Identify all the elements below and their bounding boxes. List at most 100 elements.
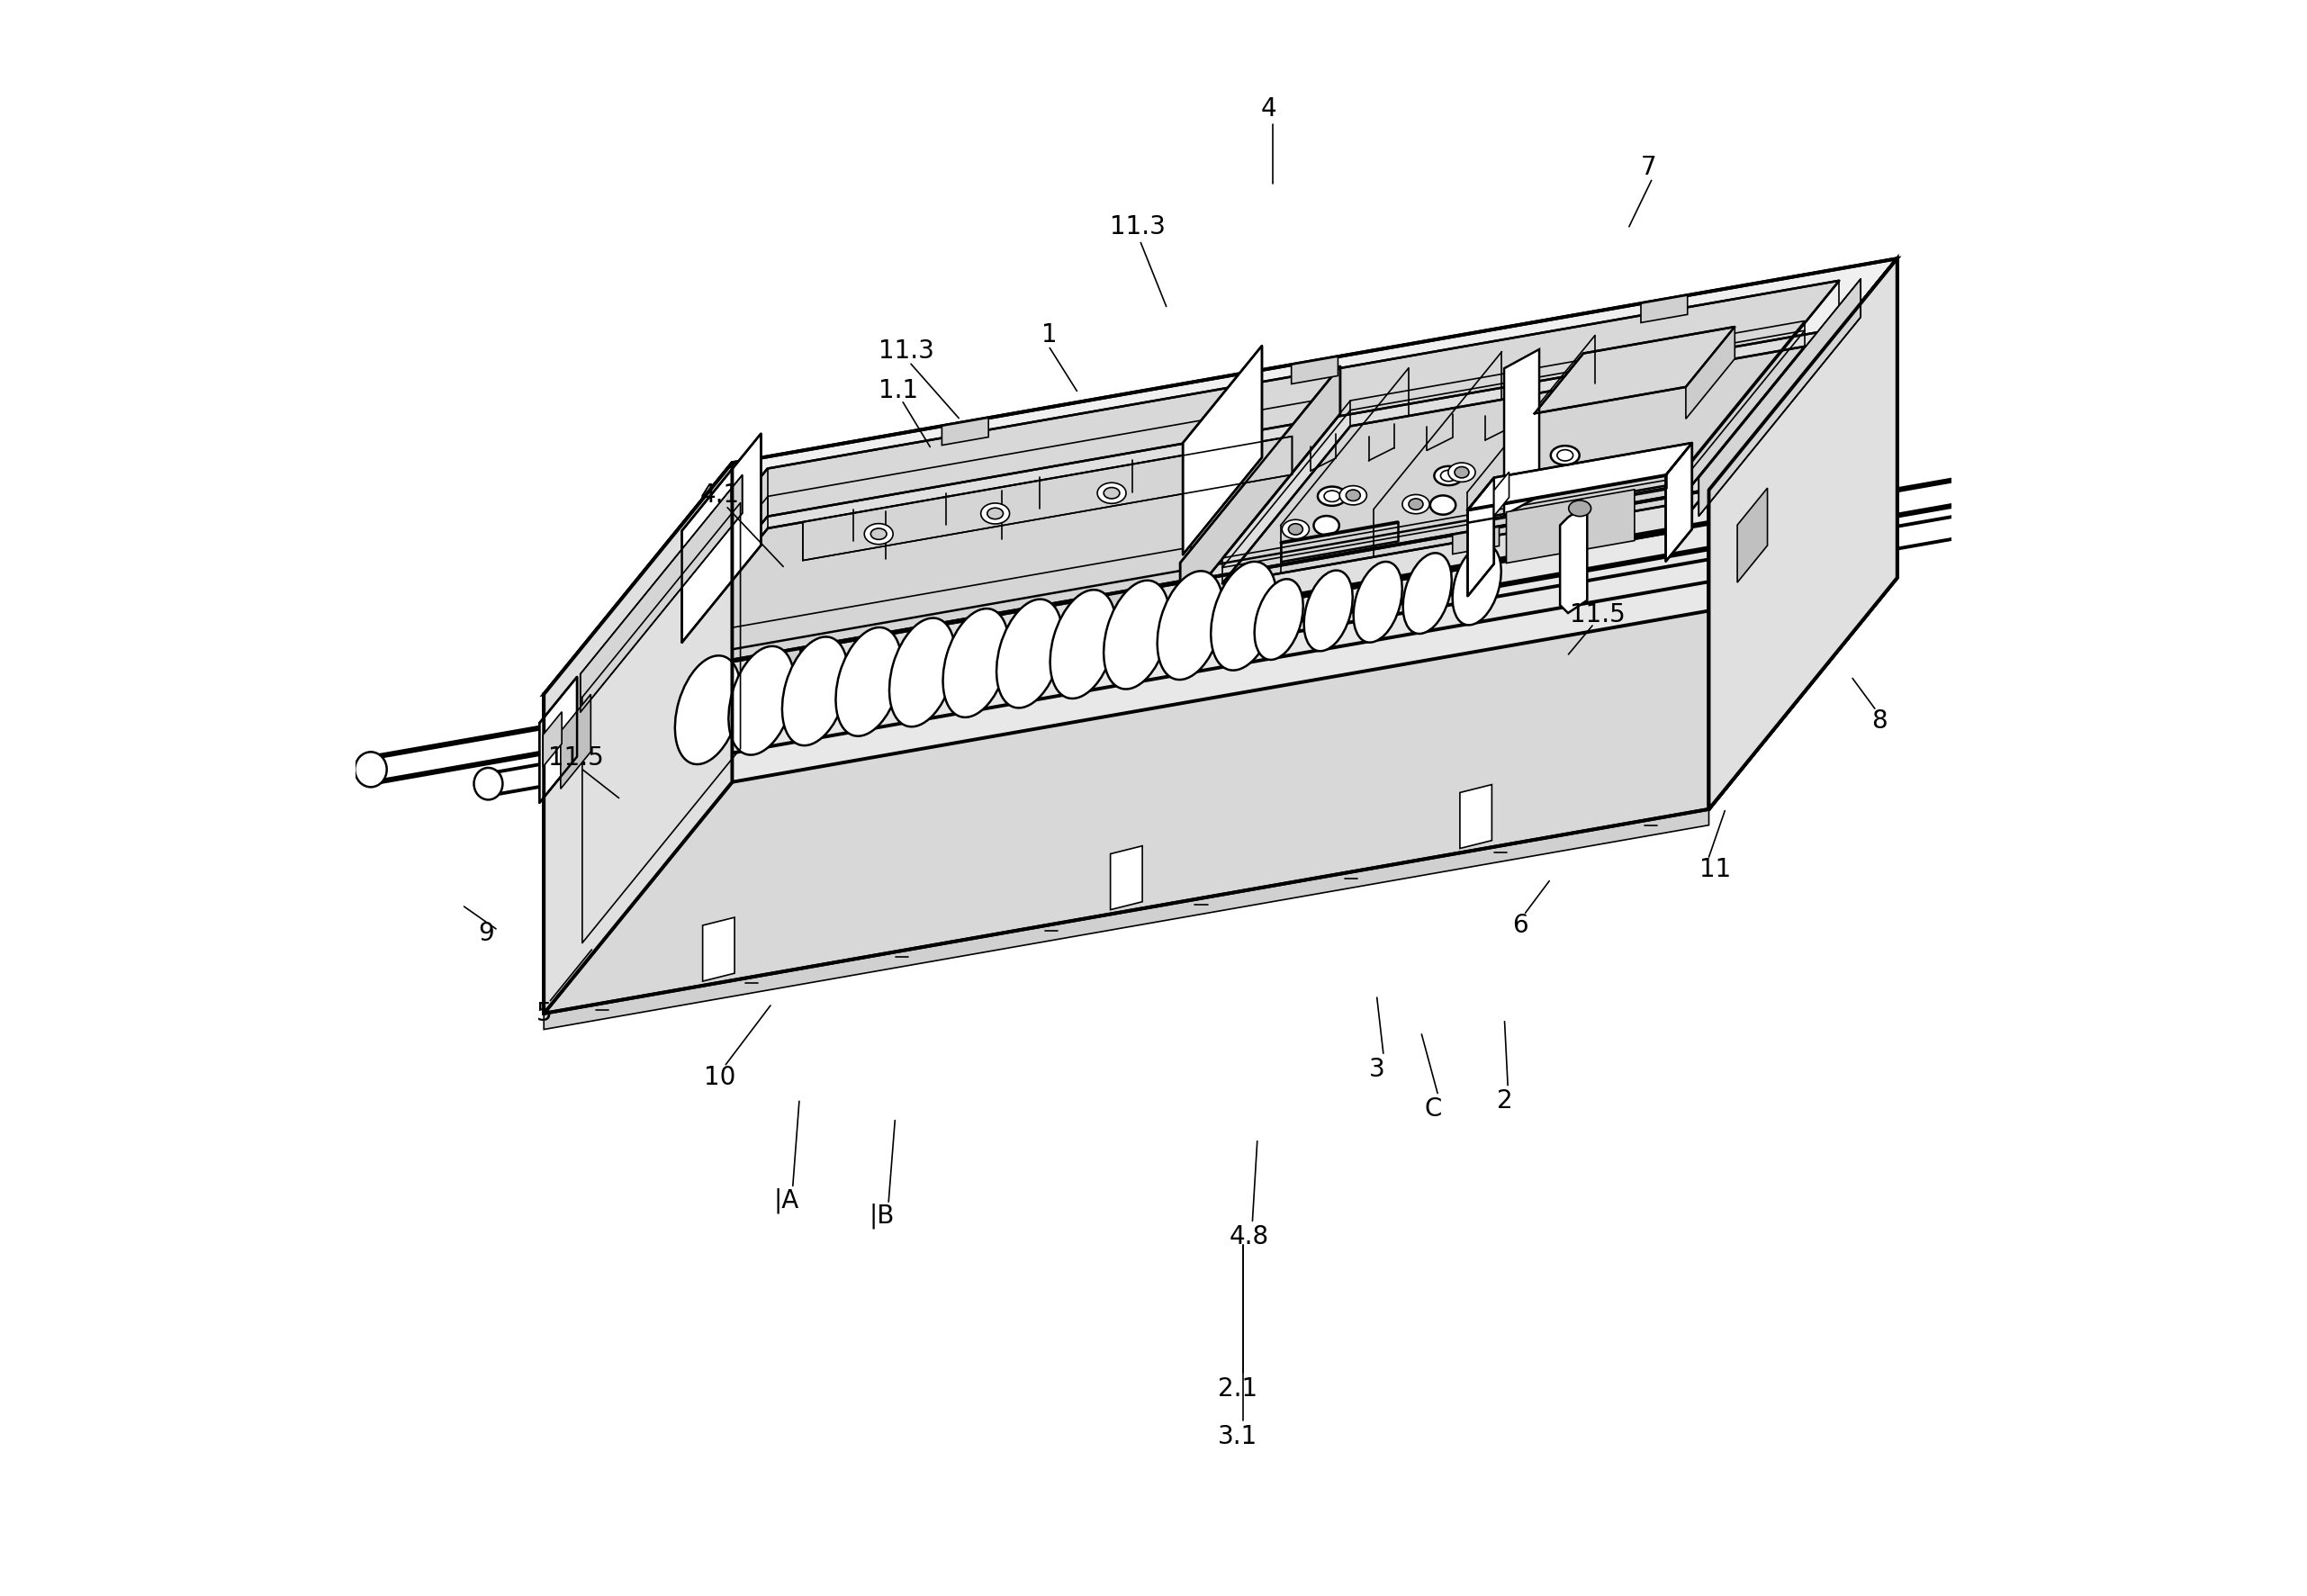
Text: 1: 1 <box>1043 322 1057 348</box>
Polygon shape <box>1666 444 1691 562</box>
Polygon shape <box>1467 477 1495 597</box>
Text: 3: 3 <box>1368 1057 1384 1082</box>
Text: 2.1: 2.1 <box>1218 1376 1257 1401</box>
Ellipse shape <box>1430 495 1456 514</box>
Polygon shape <box>602 329 1839 720</box>
Polygon shape <box>1453 527 1500 554</box>
Ellipse shape <box>1456 466 1470 477</box>
Ellipse shape <box>1050 591 1117 699</box>
Polygon shape <box>1560 504 1587 613</box>
Polygon shape <box>1110 846 1142 910</box>
Text: 11.3: 11.3 <box>879 338 934 364</box>
Text: 4.8: 4.8 <box>1230 1224 1269 1250</box>
Ellipse shape <box>888 618 955 726</box>
Polygon shape <box>544 490 1709 1013</box>
Polygon shape <box>602 281 1839 672</box>
Text: 3.1: 3.1 <box>1218 1424 1257 1449</box>
Polygon shape <box>1737 488 1767 583</box>
Polygon shape <box>1506 490 1633 563</box>
Polygon shape <box>1223 346 1804 584</box>
Polygon shape <box>581 476 743 712</box>
Polygon shape <box>1504 350 1539 516</box>
Ellipse shape <box>835 627 902 736</box>
Ellipse shape <box>1158 571 1223 680</box>
Text: 5: 5 <box>535 1001 551 1026</box>
Text: 11: 11 <box>1700 857 1730 883</box>
Ellipse shape <box>1345 490 1361 501</box>
Text: C: C <box>1423 1096 1442 1122</box>
Ellipse shape <box>1283 520 1308 539</box>
Polygon shape <box>1495 472 1509 516</box>
Text: |B: |B <box>870 1203 895 1229</box>
Ellipse shape <box>944 608 1008 717</box>
Ellipse shape <box>355 752 388 787</box>
Ellipse shape <box>1410 498 1423 509</box>
Ellipse shape <box>980 503 1010 523</box>
Polygon shape <box>561 694 591 788</box>
Polygon shape <box>941 418 987 445</box>
Text: 8: 8 <box>1871 709 1887 734</box>
Polygon shape <box>542 712 563 766</box>
Text: 6: 6 <box>1513 913 1530 938</box>
Polygon shape <box>1181 365 1340 611</box>
Polygon shape <box>1698 279 1862 516</box>
Ellipse shape <box>1313 516 1338 535</box>
Ellipse shape <box>865 523 893 544</box>
Ellipse shape <box>2005 506 2023 531</box>
Ellipse shape <box>1959 477 1979 506</box>
Text: 4.1: 4.1 <box>699 482 738 508</box>
Ellipse shape <box>676 656 741 764</box>
Text: 1.1: 1.1 <box>879 378 918 404</box>
Polygon shape <box>683 434 761 643</box>
Polygon shape <box>544 809 1709 1029</box>
Ellipse shape <box>1303 570 1352 651</box>
Polygon shape <box>1103 587 1149 616</box>
Ellipse shape <box>1403 552 1451 634</box>
Ellipse shape <box>870 528 886 539</box>
Polygon shape <box>544 463 731 1013</box>
Ellipse shape <box>987 508 1004 519</box>
Ellipse shape <box>1403 495 1430 514</box>
Polygon shape <box>1709 259 1896 809</box>
Polygon shape <box>1534 327 1735 413</box>
Text: 9: 9 <box>478 921 494 946</box>
Text: 4: 4 <box>1260 96 1276 121</box>
Text: 11.5: 11.5 <box>1569 602 1624 627</box>
Ellipse shape <box>1340 485 1366 504</box>
Ellipse shape <box>1550 445 1580 464</box>
Ellipse shape <box>1569 501 1592 517</box>
Polygon shape <box>544 259 1896 694</box>
Polygon shape <box>1292 356 1338 385</box>
Text: 11.5: 11.5 <box>549 745 604 771</box>
Ellipse shape <box>473 768 503 800</box>
Ellipse shape <box>1103 581 1170 689</box>
Text: 7: 7 <box>1640 155 1656 180</box>
Ellipse shape <box>1354 562 1403 643</box>
Polygon shape <box>754 650 801 677</box>
Ellipse shape <box>782 637 849 745</box>
Text: 11.3: 11.3 <box>1110 214 1165 239</box>
Polygon shape <box>1686 327 1735 418</box>
Polygon shape <box>1183 346 1262 555</box>
Polygon shape <box>544 578 1896 1013</box>
Polygon shape <box>1640 295 1686 322</box>
Text: 10: 10 <box>704 1065 736 1090</box>
Polygon shape <box>1460 785 1493 849</box>
Polygon shape <box>704 918 734 982</box>
Polygon shape <box>540 677 577 803</box>
Text: |A: |A <box>773 1187 798 1213</box>
Ellipse shape <box>1103 487 1119 498</box>
Ellipse shape <box>1098 482 1126 503</box>
Ellipse shape <box>1255 579 1303 659</box>
Ellipse shape <box>729 646 794 755</box>
Ellipse shape <box>1287 523 1303 535</box>
Polygon shape <box>1709 259 1896 809</box>
Ellipse shape <box>1317 487 1347 506</box>
Polygon shape <box>648 433 1315 674</box>
Text: 2: 2 <box>1497 1088 1513 1114</box>
Ellipse shape <box>997 598 1064 709</box>
Polygon shape <box>803 436 1292 560</box>
Ellipse shape <box>1449 463 1476 482</box>
Ellipse shape <box>1211 562 1276 670</box>
Polygon shape <box>1467 444 1691 511</box>
